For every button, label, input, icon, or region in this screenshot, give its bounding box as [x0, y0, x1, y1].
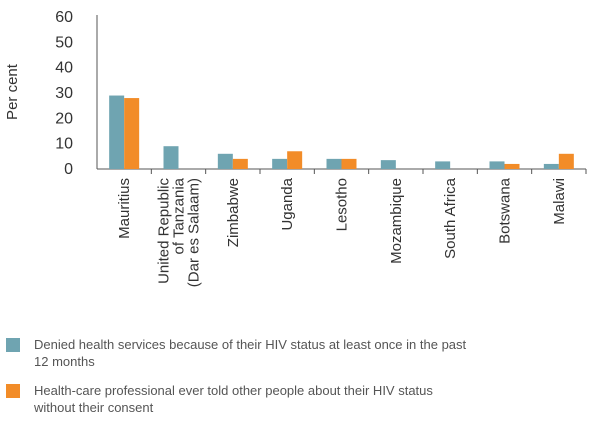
- bar-denied-services: [163, 146, 179, 169]
- bar-denied-services: [326, 158, 342, 169]
- y-tick-label: 60: [55, 9, 73, 26]
- bar-denied-services: [109, 95, 125, 169]
- x-category-label: Zimbabwe: [225, 178, 242, 247]
- x-category-label-line: Lesotho: [334, 178, 351, 231]
- y-tick-label: 10: [55, 136, 73, 153]
- bar-denied-services: [543, 163, 559, 169]
- x-category-label-line: South Africa: [442, 177, 459, 259]
- x-category-label: United Republicof Tanzania(Dar es Salaam…: [156, 177, 203, 287]
- x-category-label-line: Uganda: [279, 177, 296, 230]
- x-axis: Mauritius United Republicof Tanzania(Dar …: [97, 168, 587, 287]
- bar-status-disclosed: [558, 153, 574, 169]
- legend-item-disclosed: Health-care professional ever told other…: [6, 382, 474, 416]
- x-category-label: Botswana: [497, 177, 514, 244]
- bar-denied-services: [435, 161, 451, 169]
- x-category-label-line: Mauritius: [116, 178, 133, 239]
- y-axis-label: Per cent: [4, 63, 21, 120]
- bar-denied-services: [489, 161, 505, 169]
- bar-denied-services: [217, 153, 233, 169]
- y-tick-label: 0: [64, 161, 73, 178]
- x-category-label-line: United Republic: [156, 178, 173, 284]
- legend-swatch-disclosed: [6, 384, 20, 398]
- bar-status-disclosed: [504, 163, 520, 169]
- legend-swatch-denied: [6, 338, 20, 352]
- bar-chart: 0 10 20 30 40 50 60 Mauritius United Republicof…: [4, 9, 587, 287]
- x-category-label: Lesotho: [334, 178, 351, 231]
- bar-status-disclosed: [287, 151, 303, 169]
- x-category-label-line: (Dar es Salaam): [186, 178, 203, 287]
- x-category-label-line: Malawi: [551, 178, 568, 225]
- y-axis: 0 10 20 30 40 50 60: [55, 9, 98, 178]
- legend-label-disclosed: Health-care professional ever told other…: [34, 383, 433, 415]
- legend-item-denied: Denied health services because of their …: [6, 336, 474, 370]
- bar-status-disclosed: [232, 158, 248, 169]
- bar-status-disclosed: [341, 158, 357, 169]
- x-category-label: Mauritius: [116, 178, 133, 239]
- bar-denied-services: [272, 158, 288, 169]
- bar-status-disclosed: [124, 98, 140, 169]
- x-category-label: Uganda: [279, 177, 296, 230]
- legend-label-denied: Denied health services because of their …: [34, 337, 467, 369]
- x-category-label: South Africa: [442, 177, 459, 259]
- x-category-label-line: Zimbabwe: [225, 178, 242, 247]
- x-category-label: Malawi: [551, 178, 568, 225]
- y-tick-label: 20: [55, 110, 73, 127]
- x-category-label: Mozambique: [388, 178, 405, 264]
- y-tick-label: 30: [55, 85, 73, 102]
- x-category-label-line: Mozambique: [388, 178, 405, 264]
- y-tick-label: 40: [55, 60, 73, 77]
- x-category-label-line: of Tanzania: [171, 177, 188, 254]
- y-tick-label: 50: [55, 34, 73, 51]
- x-category-label-line: Botswana: [497, 177, 514, 244]
- bar-denied-services: [380, 160, 396, 169]
- bars: [109, 95, 574, 169]
